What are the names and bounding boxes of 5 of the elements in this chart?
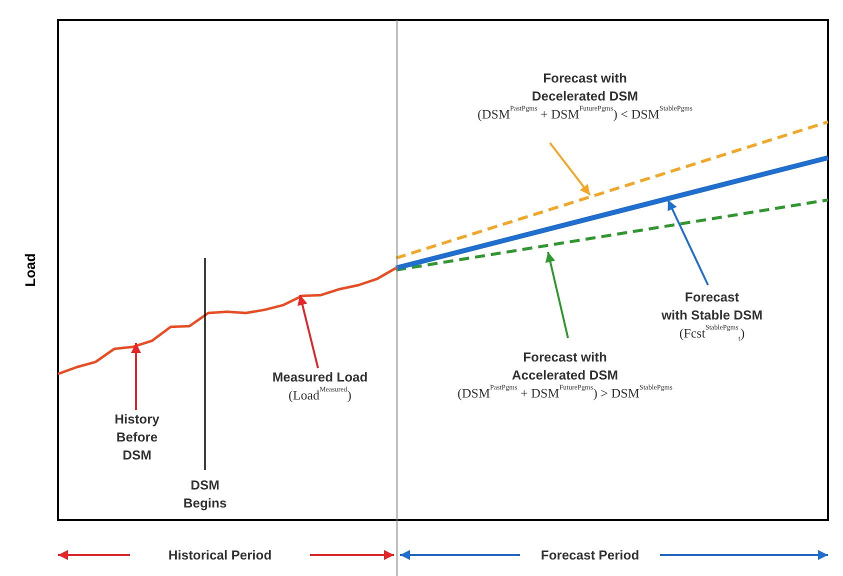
y-axis-title: Load bbox=[22, 253, 38, 287]
annotation: History Before DSM bbox=[114, 412, 160, 462]
annotation: DSM Begins bbox=[183, 478, 227, 510]
text: Forecast Period bbox=[540, 548, 640, 562]
text: Historical Period bbox=[168, 548, 272, 562]
